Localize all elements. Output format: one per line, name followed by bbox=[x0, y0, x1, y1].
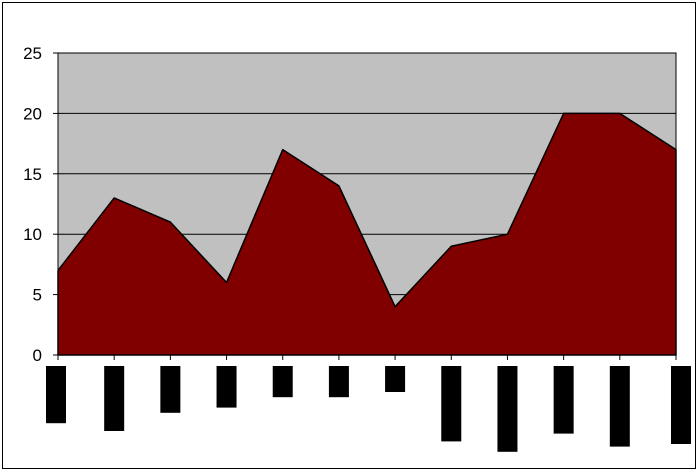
y-tick-label-0: 0 bbox=[33, 346, 42, 365]
x-label-redaction-4 bbox=[216, 366, 237, 408]
y-tick-label-15: 15 bbox=[23, 165, 42, 184]
x-axis-redacted-labels bbox=[46, 366, 691, 452]
x-label-redaction-9 bbox=[497, 366, 518, 452]
x-label-redaction-1 bbox=[46, 366, 66, 424]
x-label-redaction-8 bbox=[441, 366, 462, 442]
x-label-redaction-11 bbox=[609, 366, 630, 447]
y-axis-tick-labels: 0 5 10 15 20 25 bbox=[23, 44, 42, 365]
y-tick-label-20: 20 bbox=[23, 104, 42, 123]
x-label-redaction-10 bbox=[553, 366, 574, 434]
y-tick-label-10: 10 bbox=[23, 225, 42, 244]
x-label-redaction-12 bbox=[671, 366, 691, 444]
x-label-redaction-7 bbox=[385, 366, 406, 392]
x-label-redaction-6 bbox=[328, 366, 349, 398]
axes bbox=[57, 53, 677, 360]
y-tick-label-5: 5 bbox=[33, 286, 42, 305]
x-label-redaction-2 bbox=[104, 366, 125, 431]
area-series bbox=[57, 112, 677, 356]
y-tick-label-25: 25 bbox=[23, 44, 42, 63]
x-label-redaction-3 bbox=[160, 366, 181, 413]
x-label-redaction-5 bbox=[272, 366, 293, 398]
